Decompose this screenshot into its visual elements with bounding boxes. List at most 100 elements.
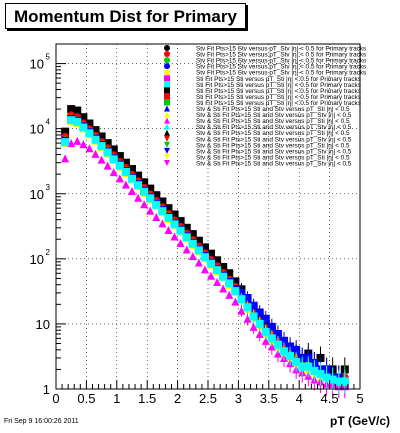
data-point	[219, 262, 228, 271]
data-point	[61, 138, 70, 147]
data-point	[207, 259, 216, 268]
legend-marker	[164, 93, 170, 100]
data-point	[121, 158, 130, 167]
legend-marker	[164, 51, 170, 58]
data-point	[164, 204, 173, 213]
data-point	[273, 340, 282, 349]
data-point	[103, 161, 112, 170]
data-point	[73, 136, 82, 145]
x-tick-label: 2	[174, 391, 181, 406]
x-tick-label: 0	[52, 391, 59, 406]
data-point	[249, 301, 258, 310]
data-point	[79, 123, 88, 132]
data-point	[182, 223, 191, 232]
x-tick-label: 5	[356, 391, 363, 406]
legend-entry: Stv & Sti Fit Pts>15 Sti and Stv versus …	[196, 112, 352, 119]
data-point	[134, 181, 143, 190]
data-point	[164, 213, 173, 222]
data-point	[316, 353, 325, 362]
data-point	[304, 362, 313, 371]
data-point	[219, 272, 228, 281]
legend-entry: Sti Fit Pts>15 Sti versus pT_Sti |η| < 0…	[196, 88, 361, 95]
legend-entry: Stv & Sti Fit Pts>15 Sti and Stv versus …	[196, 130, 350, 137]
data-point	[85, 144, 94, 153]
data-point	[73, 106, 82, 115]
data-point	[176, 226, 185, 235]
data-point	[292, 345, 301, 354]
data-point	[170, 210, 179, 219]
data-point	[249, 322, 258, 331]
data-point	[121, 180, 130, 189]
data-point	[200, 265, 209, 274]
legend-marker	[164, 81, 170, 88]
data-point	[121, 167, 130, 176]
data-point	[146, 184, 155, 193]
data-point	[85, 129, 94, 138]
x-axis-title: pT (GeV/c)	[329, 414, 390, 428]
data-point	[103, 139, 112, 148]
legend-marker	[164, 45, 170, 51]
data-point	[115, 174, 124, 183]
data-point	[97, 132, 106, 141]
y-tick-label: 10	[30, 252, 44, 267]
data-point	[213, 266, 222, 275]
x-tick-label: 3.5	[260, 391, 278, 406]
data-point	[164, 226, 173, 235]
x-tick-label: 4.5	[321, 391, 339, 406]
legend-marker	[164, 123, 170, 130]
y-tick-label: 10	[36, 317, 50, 332]
data-point	[134, 193, 143, 202]
data-point	[115, 161, 124, 170]
x-tick-label: 2.5	[199, 391, 217, 406]
data-point	[109, 145, 118, 154]
legend-entry: Stv Fit Pts>15 Stv versus pT_Stv |η| < 0…	[196, 52, 366, 59]
legend-entry: Stv & Sti Fit Pts>15 Sti and Stv versus …	[196, 160, 352, 167]
data-point	[61, 154, 70, 163]
legend-entry: Stv & Sti Fit Pts>15 Sti and Stv versus …	[196, 106, 350, 113]
data-point	[255, 308, 264, 317]
data-point	[134, 171, 143, 180]
legend-entry: Stv & Sti Fit Pts>15 Sti and Stv versus …	[196, 124, 352, 131]
x-tick-label: 4	[296, 391, 303, 406]
legend-entry: Stv Fit Pts>15 Stv versus pT_Stv |η| < 0…	[196, 64, 366, 71]
data-point	[182, 245, 191, 254]
legend-marker	[164, 147, 170, 154]
data-point	[207, 249, 216, 258]
legend-marker	[164, 129, 170, 136]
data-point	[140, 178, 149, 187]
data-point	[140, 200, 149, 209]
chart-title: Momentum Dist for Primary	[5, 3, 246, 29]
data-point	[97, 142, 106, 151]
legend: Stv Fit Pts>15 Stv versus pT_Stv |η| < 0…	[164, 45, 366, 167]
data-point	[280, 347, 288, 356]
data-point	[128, 174, 136, 183]
y-tick-label: 10	[30, 57, 44, 72]
data-point	[225, 290, 234, 299]
legend-entry: Stv Fit Pts>15 Stv versus pT_Stv |η| < 0…	[196, 58, 366, 65]
data-point	[128, 187, 136, 196]
data-point	[273, 349, 282, 358]
data-point	[158, 197, 167, 206]
data-point	[237, 288, 246, 297]
data-point	[328, 375, 337, 384]
legend-marker	[164, 153, 170, 160]
legend-entry: Stv Fit Pts>15 Stv versus pT_Stv |η| < 0…	[196, 70, 366, 77]
y-tick-label: 10	[30, 187, 44, 202]
y-tick-label: 10	[30, 122, 44, 137]
timestamp-footer: Fri Sep 9 16:00:26 2011	[4, 418, 79, 425]
data-point	[316, 370, 325, 379]
y-tick-exponent: 5	[46, 53, 51, 62]
data-point	[225, 269, 234, 278]
legend-entry: Stv & Sti Fit Pts>15 Sti and Stv versus …	[196, 142, 350, 149]
legend-marker	[164, 75, 170, 82]
data-point	[207, 271, 216, 280]
data-point	[286, 352, 295, 361]
legend-marker	[164, 69, 170, 76]
legend-marker	[164, 63, 170, 70]
data-point	[97, 155, 106, 164]
data-point	[152, 212, 161, 221]
data-point	[152, 200, 161, 209]
legend-marker	[164, 159, 170, 166]
data-point	[91, 149, 100, 158]
